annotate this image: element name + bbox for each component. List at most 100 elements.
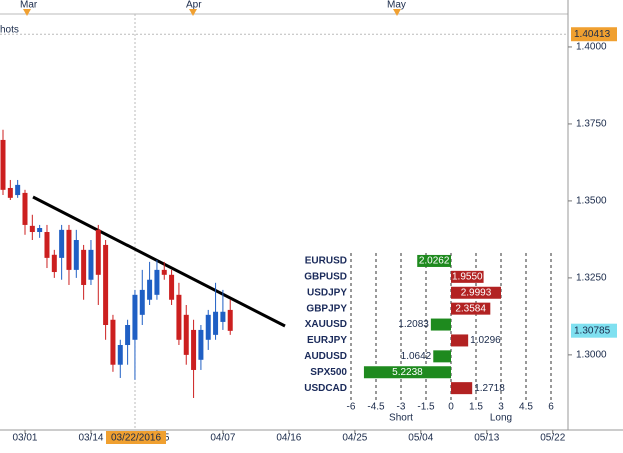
candle-body [198, 329, 204, 360]
category-label: EURUSD [305, 256, 347, 267]
value-label: 1.2718 [474, 383, 505, 394]
crosshair-date-box [106, 431, 166, 444]
candle-body [0, 139, 6, 190]
candle-body [81, 249, 87, 285]
candle-body [161, 269, 167, 275]
x-tick-label: -4.5 [367, 402, 385, 413]
y-tick-label: 1.3750 [576, 119, 607, 130]
candle-body [117, 345, 123, 365]
bar [363, 366, 451, 379]
candle-body [110, 319, 116, 365]
x-tick-label: 04/16 [276, 433, 301, 444]
category-label: USDCAD [304, 383, 347, 394]
y-tick-label: 1.3000 [576, 350, 607, 361]
candle-body [51, 254, 57, 273]
bar [451, 334, 469, 347]
month-label: May [387, 0, 406, 11]
candle-body [22, 192, 28, 225]
crosshair-price-box [571, 27, 617, 42]
x-tick-label: -3 [397, 402, 406, 413]
category-label: AUDUSD [304, 351, 347, 362]
month-marker [189, 9, 197, 16]
candle-body [154, 269, 160, 295]
x-tick-label: 03/01 [12, 433, 37, 444]
x-tick-label: -1.5 [417, 402, 435, 413]
candle-body [95, 229, 101, 275]
value-label: 2.0262 [419, 256, 450, 267]
candle-body [37, 228, 43, 233]
candle-body [169, 274, 175, 300]
category-label: XAUUSD [305, 319, 347, 330]
x-tick-label: 05/13 [474, 433, 499, 444]
y-tick-label: 1.3250 [576, 273, 607, 284]
month-marker [393, 9, 401, 16]
candle-body [59, 229, 65, 258]
trendline [32, 195, 286, 328]
x-tick-label: 05/04 [408, 433, 433, 444]
candle-body [15, 184, 21, 196]
x-tick-label: 05/22 [540, 433, 565, 444]
bar [451, 302, 491, 315]
value-label: 1.9550 [452, 271, 483, 282]
bar [433, 350, 451, 363]
y-tick-label: 1.4000 [576, 42, 607, 53]
candle-body [227, 309, 233, 331]
candle-body [103, 244, 109, 325]
candle-body [220, 311, 226, 322]
x-tick-label: 1.5 [469, 402, 483, 413]
chart-layer: 1.3000 1.3250 1.3500 1.3750 1.4000 1.40413 1.3… [0, 27, 617, 444]
candle-body [132, 294, 138, 340]
panel-title: hots [0, 25, 19, 36]
x-tick-label: 3 [498, 402, 504, 413]
last-price-box [571, 323, 617, 338]
candle-body [205, 314, 211, 340]
long-label: Long [490, 413, 512, 424]
candle-body [191, 329, 197, 370]
category-label: GBPJPY [306, 303, 347, 314]
category-label: USDJPY [307, 287, 347, 298]
candle-body [176, 294, 182, 340]
candle-body [66, 229, 72, 270]
last-price: 1.30785 [574, 325, 611, 336]
bar [451, 286, 501, 299]
value-label: 5.2238 [392, 367, 423, 378]
value-label: 2.3584 [455, 303, 486, 314]
value-label: 1.2083 [398, 319, 429, 330]
category-label: GBPUSD [304, 271, 347, 282]
y-tick-label: 1.3500 [576, 196, 607, 207]
candle-body [183, 314, 189, 355]
category-label: SPX500 [310, 367, 347, 378]
bar [451, 270, 484, 283]
x-tick-label: -6 [347, 402, 356, 413]
month-label: Mar [20, 0, 38, 11]
candle-body [147, 279, 153, 300]
candle-body [73, 240, 79, 270]
x-tick-label: 6 [548, 402, 554, 413]
x-tick-label: 03/14 [78, 433, 103, 444]
candle-body [44, 232, 50, 258]
candle-body [88, 249, 94, 280]
bar [430, 318, 451, 331]
x-tick-label: 04/07 [210, 433, 235, 444]
candle-body [125, 324, 131, 346]
candle-body [139, 289, 145, 315]
bar [417, 254, 451, 267]
x-tick-label: 04/25 [342, 433, 367, 444]
category-label: EURJPY [307, 335, 347, 346]
value-label: 1.0642 [401, 351, 432, 362]
value-label: 2.9993 [461, 287, 492, 298]
month-marker [23, 9, 31, 16]
candle-body [29, 225, 35, 233]
value-label: 1.0296 [470, 335, 501, 346]
x-tick-label: 4.5 [519, 402, 533, 413]
candle-body [213, 311, 219, 335]
x-tick-label: 0 [448, 402, 454, 413]
short-label: Short [389, 413, 413, 424]
crosshair-price: 1.40413 [574, 29, 611, 40]
candle-body [7, 187, 13, 198]
month-label: Apr [186, 0, 202, 11]
crosshair-date: 03/22/2016 [111, 433, 161, 444]
bar [451, 382, 473, 395]
